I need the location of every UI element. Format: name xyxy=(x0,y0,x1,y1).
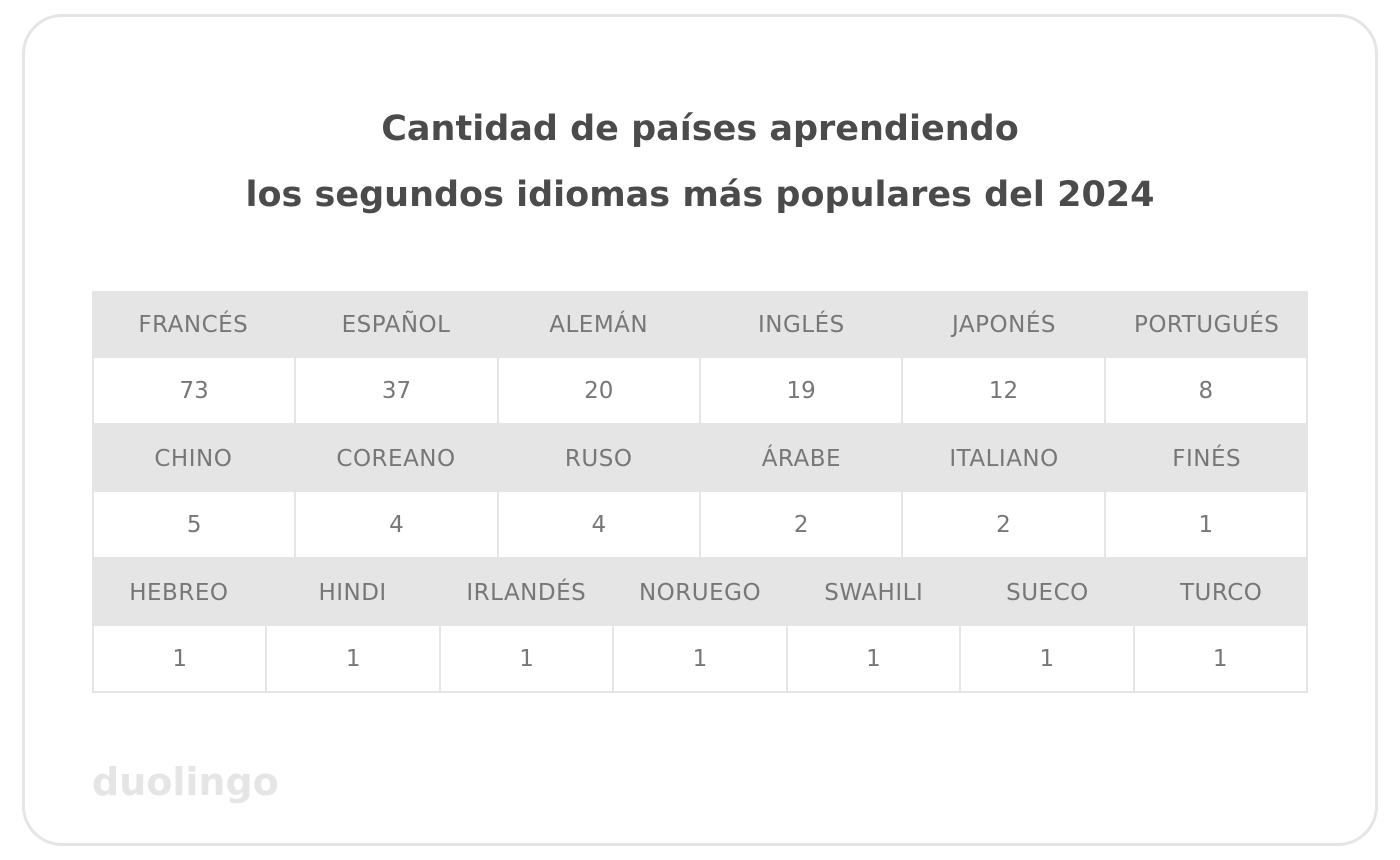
country-count-value: 1 xyxy=(1132,626,1308,693)
language-label: ÁRABE xyxy=(700,425,903,492)
language-label: FRANCÉS xyxy=(92,291,295,358)
table-group: HEBREO HINDI IRLANDÉS NORUEGO SWAHILI SUECO TU… xyxy=(92,559,1309,693)
language-header-row: CHINO COREANO RUSO ÁRABE ITALIANO FINÉS xyxy=(92,425,1309,492)
language-label: ITALIANO xyxy=(902,425,1106,492)
language-label: SUECO xyxy=(960,559,1135,626)
language-label: COREANO xyxy=(294,425,498,492)
language-label: HEBREO xyxy=(92,559,266,626)
duolingo-logo: duolingo xyxy=(92,760,279,804)
language-header-row: FRANCÉS ESPAÑOL ALEMÁN INGLÉS JAPONÉS PORTUGU… xyxy=(92,291,1309,358)
country-count-value: 1 xyxy=(612,626,786,693)
title-line-2: los segundos idiomas más populares del 2… xyxy=(245,175,1155,215)
language-label: NORUEGO xyxy=(613,559,787,626)
country-count-value: 1 xyxy=(438,626,613,693)
country-count-value: 5 xyxy=(92,492,295,559)
language-label: ESPAÑOL xyxy=(294,291,498,358)
country-count-value: 20 xyxy=(496,358,699,425)
country-count-value: 12 xyxy=(901,358,1104,425)
country-count-value: 2 xyxy=(698,492,902,559)
language-header-row: HEBREO HINDI IRLANDÉS NORUEGO SWAHILI SUECO TU… xyxy=(92,559,1309,626)
language-label: TURCO xyxy=(1134,559,1309,626)
languages-table: FRANCÉS ESPAÑOL ALEMÁN INGLÉS JAPONÉS PORTUGU… xyxy=(92,291,1309,693)
language-label: SWAHILI xyxy=(786,559,961,626)
country-count-value: 1 xyxy=(1103,492,1308,559)
language-label: IRLANDÉS xyxy=(439,559,614,626)
language-label: FINÉS xyxy=(1105,425,1309,492)
language-label: RUSO xyxy=(497,425,701,492)
country-count-value: 37 xyxy=(294,358,497,425)
language-label: ALEMÁN xyxy=(497,291,701,358)
country-count-value: 8 xyxy=(1103,358,1308,425)
language-label: PORTUGUÉS xyxy=(1105,291,1309,358)
language-label: INGLÉS xyxy=(700,291,903,358)
language-label: CHINO xyxy=(92,425,295,492)
title-line-1: Cantidad de países aprendiendo xyxy=(381,109,1019,149)
country-count-value: 1 xyxy=(265,626,439,693)
country-count-value: 73 xyxy=(92,358,295,425)
table-group: CHINO COREANO RUSO ÁRABE ITALIANO FINÉS 5 4 4 2 2 1 xyxy=(92,425,1309,559)
language-label: JAPONÉS xyxy=(902,291,1106,358)
chart-title: Cantidad de países aprendiendo los segun… xyxy=(0,96,1400,228)
table-group: FRANCÉS ESPAÑOL ALEMÁN INGLÉS JAPONÉS PORTUGU… xyxy=(92,291,1309,425)
language-label: HINDI xyxy=(265,559,440,626)
country-count-value: 1 xyxy=(959,626,1133,693)
value-row: 73 37 20 19 12 8 xyxy=(92,358,1308,425)
country-count-value: 2 xyxy=(901,492,1104,559)
country-count-value: 1 xyxy=(92,626,266,693)
country-count-value: 1 xyxy=(785,626,960,693)
country-count-value: 4 xyxy=(294,492,497,559)
country-count-value: 19 xyxy=(698,358,902,425)
country-count-value: 4 xyxy=(496,492,699,559)
